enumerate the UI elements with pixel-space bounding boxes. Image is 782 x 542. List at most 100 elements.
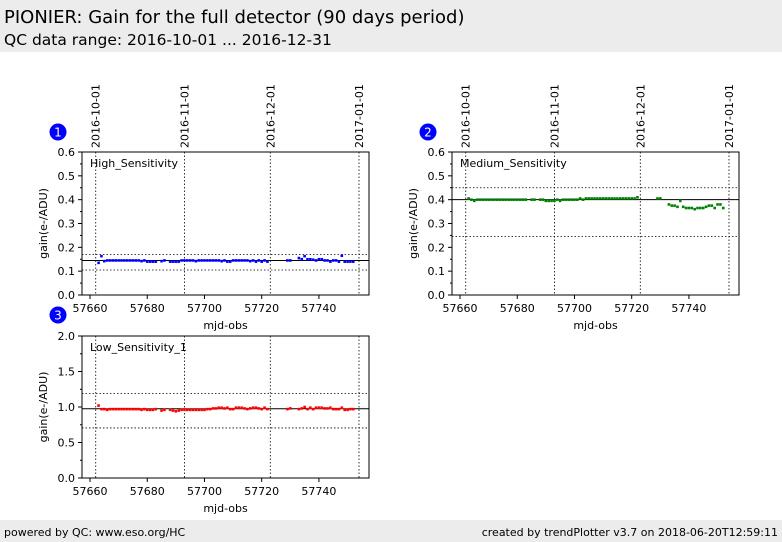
data-point [248,259,252,263]
data-point [470,198,473,201]
data-point [108,259,112,262]
data-point [163,408,166,412]
data-point [616,197,619,200]
data-point [143,407,146,411]
data-point [148,260,152,263]
data-point [515,198,519,201]
data-point [105,408,109,412]
page-title: PIONIER: Gain for the full detector (90 … [4,7,465,28]
data-point [97,404,100,407]
data-point [624,197,628,200]
data-point [140,259,143,263]
data-point [163,259,166,262]
data-point [467,197,470,200]
x-tick-label: 57720 [614,302,649,315]
data-point [100,407,103,411]
data-point [240,259,243,262]
data-point [613,197,616,200]
x-tick-label: 57700 [557,302,592,315]
y-tick-label: 0.3 [58,218,76,231]
date-label: 2016-10-01 [90,84,103,148]
data-point [311,258,315,262]
data-point [226,260,229,263]
data-point [243,259,246,262]
data-point [120,407,123,411]
data-point [701,206,705,210]
data-point [248,407,252,410]
data-point [621,197,625,200]
y-tick-label: 0.0 [58,472,76,485]
data-point [134,407,138,411]
data-point [246,407,249,411]
data-point [610,197,613,200]
x-tick-label: 57680 [130,302,165,315]
data-point [220,406,223,410]
data-point [309,257,312,261]
data-point [326,407,329,410]
x-tick-label: 57720 [244,485,279,498]
x-tick-label: 57660 [73,485,108,498]
data-point [581,198,585,201]
header: PIONIER: Gain for the full detector (90 … [0,0,782,52]
data-point [128,259,132,262]
data-point [177,409,181,412]
data-point [570,198,573,201]
data-point [160,259,163,263]
chart-1: 1 2016-10-01 2016-11-01 2016-12-01 2017-01-0… [37,84,370,332]
data-point [309,406,312,410]
data-point [684,206,688,210]
data-point [323,407,326,410]
date-label: 2016-11-01 [548,84,561,148]
page-subtitle: QC data range: 2016-10-01 ... 2016-12-31 [4,31,332,49]
data-point [331,259,335,262]
data-point [151,260,155,263]
data-point [263,406,266,410]
data-point [320,406,324,410]
chart-badge-number: 1 [54,126,62,140]
data-point [234,259,238,262]
plot-title: High_Sensitivity [90,157,179,170]
data-point [544,199,548,203]
data-point [160,409,163,412]
data-point [567,198,571,201]
x-axis-label: mjd-obs [573,319,618,332]
x-tick-label: 57700 [187,302,222,315]
data-point [633,197,636,200]
data-point [194,259,198,263]
y-tick-label: 0.5 [58,170,76,183]
data-point [518,198,522,201]
data-point [349,407,352,411]
data-point [300,257,304,261]
data-point [188,408,192,412]
plot-frame [451,151,740,296]
data-point [699,206,702,210]
data-point [716,203,719,206]
data-point [228,260,232,263]
data-point [521,198,525,201]
data-point [681,205,685,209]
data-point [564,198,568,201]
x-axis-label: mjd-obs [203,319,248,332]
data-point [254,260,258,263]
data-point [289,407,292,410]
y-tick-label: 0.1 [58,265,76,278]
x-tick-label: 57740 [301,302,336,315]
data-point [598,197,602,200]
y-tick-label: 0.6 [428,146,446,159]
data-point [231,259,235,262]
data-point [214,259,218,262]
data-point [475,198,479,201]
x-tick-label: 57740 [671,302,706,315]
chart-badge [49,123,67,141]
data-point [673,204,676,207]
data-point [329,260,332,263]
data-point [237,259,241,262]
data-point [183,259,186,262]
data-point [481,198,485,201]
y-tick-label: 0.1 [428,265,446,278]
data-point [191,408,195,412]
y-tick-label: 0.4 [58,194,76,207]
data-point [111,259,115,262]
data-point [128,407,132,411]
